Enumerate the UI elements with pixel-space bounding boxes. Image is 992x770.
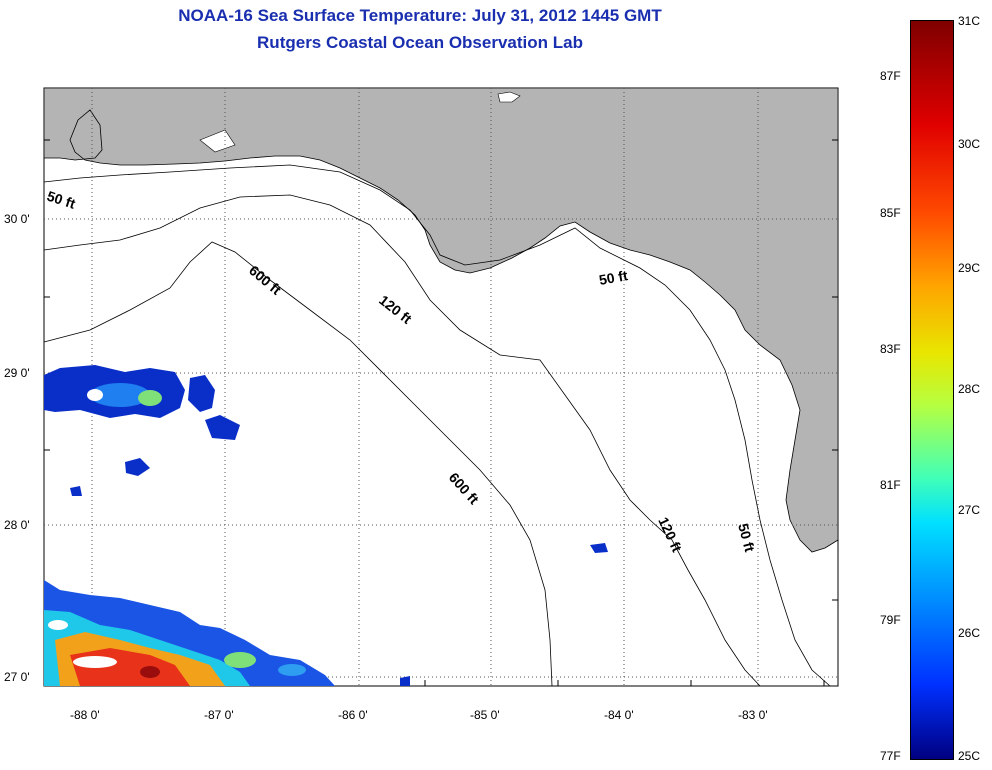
lon-label: -86 0' [338, 708, 368, 722]
colorbar-fahrenheit-label: 79F [880, 613, 901, 627]
inland-water [497, 91, 521, 103]
lat-label: 28 0' [4, 518, 30, 532]
contour-50ft [43, 164, 831, 687]
colorbar-fahrenheit-label: 77F [880, 749, 901, 763]
lon-label: -88 0' [70, 708, 100, 722]
title-line1: NOAA-16 Sea Surface Temperature: July 31… [178, 6, 662, 25]
colorbar-celsius-label: 28C [958, 382, 981, 396]
colorbar-celsius-label: 31C [958, 14, 981, 28]
colorbar-fahrenheit-label: 81F [880, 478, 901, 492]
lon-label: -87 0' [204, 708, 234, 722]
land-mass [43, 87, 839, 553]
colorbar-fahrenheit-label: 85F [880, 206, 901, 220]
contour-label-50-south: 50 ft [735, 522, 758, 554]
temperature-colorbar [910, 20, 954, 760]
colorbar-fahrenheit-label: 87F [880, 69, 901, 83]
lat-label: 29 0' [4, 366, 30, 380]
colorbar-fahrenheit-label: 83F [880, 342, 901, 356]
lon-label: -84 0' [604, 708, 634, 722]
lon-label: -85 0' [470, 708, 500, 722]
title-line2: Rutgers Coastal Ocean Observation Lab [257, 33, 583, 52]
lat-label: 27 0' [4, 670, 30, 684]
contour-600ft [43, 241, 553, 687]
inland-water [199, 129, 236, 153]
colorbar-celsius-label: 30C [958, 137, 981, 151]
lat-label: 30 0' [4, 212, 30, 226]
colorbar-celsius-label: 29C [958, 261, 981, 275]
contour-label-50-east: 50 ft [598, 267, 629, 288]
colorbar-celsius-label: 26C [958, 626, 981, 640]
colorbar-celsius-label: 27C [958, 503, 981, 517]
sst-patches [44, 365, 608, 686]
colorbar-celsius-label: 25C [958, 749, 981, 763]
lon-label: -83 0' [738, 708, 768, 722]
contour-120ft [43, 194, 761, 687]
